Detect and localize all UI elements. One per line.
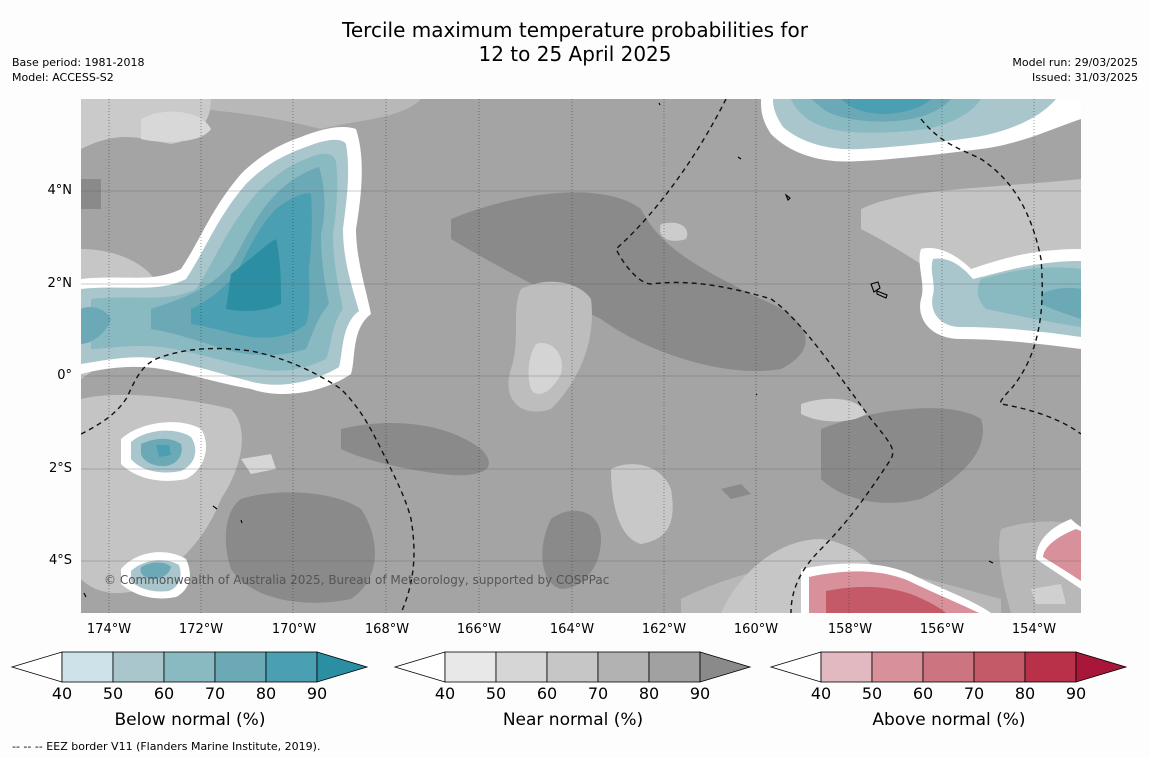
metadata-right: Model run: 29/03/2025 Issued: 31/03/2025 [1012, 55, 1138, 85]
colorbar-segment [444, 651, 497, 683]
colorbar-segment [597, 651, 650, 683]
model-text: Model: ACCESS-S2 [12, 71, 114, 84]
cb1-tick-70: 70 [587, 684, 609, 703]
colorbar-segment [1024, 651, 1077, 683]
lat-label-2n: 2°N [47, 276, 73, 291]
below-normal-regions [81, 99, 1081, 599]
lat-label-4n: 4°N [47, 183, 73, 198]
lon-label-158w: 158°W [827, 622, 873, 637]
colorbar-segment [214, 651, 267, 683]
colorbar-segment [112, 651, 165, 683]
gridlines [81, 190, 1081, 562]
colorbar-segment [61, 651, 114, 683]
title-line-1: Tercile maximum temperature probabilitie… [342, 18, 808, 42]
cb1-tick-40: 40 [434, 684, 456, 703]
colorbar-left-extension [10, 651, 63, 683]
colorbar-above-title: Above normal (%) [872, 710, 1026, 730]
colorbar-left-extension [769, 651, 822, 683]
cb0-tick-80: 80 [255, 684, 277, 703]
lon-label-170w: 170°W [271, 622, 317, 637]
colorbar-below-normal [10, 651, 369, 683]
lon-label-160w: 160°W [733, 622, 779, 637]
lon-label-172w: 172°W [178, 622, 224, 637]
lat-label-0: 0° [57, 368, 72, 383]
cb1-tick-50: 50 [485, 684, 507, 703]
lat-label-4s: 4°S [48, 553, 72, 568]
cb2-tick-80: 80 [1014, 684, 1036, 703]
above-normal-regions [801, 519, 1081, 613]
colorbar-near-normal [393, 651, 752, 683]
cb1-tick-90: 90 [689, 684, 711, 703]
colorbar-right-extension [699, 651, 752, 683]
colorbar-segment [163, 651, 216, 683]
cb2-tick-40: 40 [810, 684, 832, 703]
lon-label-166w: 166°W [456, 622, 502, 637]
cb2-tick-70: 70 [963, 684, 985, 703]
lon-label-156w: 156°W [919, 622, 965, 637]
cb2-tick-90: 90 [1065, 684, 1087, 703]
colorbar-segment [820, 651, 873, 683]
colorbar-segment [495, 651, 548, 683]
cb1-tick-80: 80 [638, 684, 660, 703]
cb0-tick-50: 50 [102, 684, 124, 703]
map-title: Tercile maximum temperature probabilitie… [0, 18, 1150, 66]
colorbar-segment [973, 651, 1026, 683]
copyright-text: © Commonwealth of Australia 2025, Bureau… [104, 573, 609, 587]
issued-text: Issued: 31/03/2025 [1031, 71, 1138, 84]
colorbar-right-extension [1075, 651, 1128, 683]
colorbar-above-normal [769, 651, 1128, 683]
lon-label-164w: 164°W [549, 622, 595, 637]
near-normal-high-patches [81, 179, 983, 603]
islands [83, 102, 994, 598]
colorbar-below-title: Below normal (%) [114, 710, 266, 730]
colorbar-near-title: Near normal (%) [502, 710, 644, 730]
cb0-tick-60: 60 [153, 684, 175, 703]
cb2-tick-50: 50 [861, 684, 883, 703]
colorbar-segment [546, 651, 599, 683]
cb0-tick-40: 40 [51, 684, 73, 703]
eez-borders [81, 99, 1081, 613]
colorbar-segment [648, 651, 701, 683]
colorbar-segment [871, 651, 924, 683]
lat-label-2s: 2°S [48, 461, 72, 476]
cb2-tick-60: 60 [912, 684, 934, 703]
base-period-text: Base period: 1981-2018 [12, 56, 145, 69]
lon-label-162w: 162°W [641, 622, 687, 637]
cb1-tick-60: 60 [536, 684, 558, 703]
colorbar-right-extension [316, 651, 369, 683]
cb0-tick-90: 90 [306, 684, 328, 703]
map-panel: © Commonwealth of Australia 2025, Bureau… [81, 99, 1081, 613]
lon-label-168w: 168°W [364, 622, 410, 637]
cb0-tick-70: 70 [204, 684, 226, 703]
title-line-2: 12 to 25 April 2025 [478, 42, 672, 66]
model-run-text: Model run: 29/03/2025 [1012, 56, 1138, 69]
lon-label-154w: 154°W [1011, 622, 1057, 637]
colorbar-segment [922, 651, 975, 683]
eez-footnote: -- -- -- EEZ border V11 (Flanders Marine… [12, 740, 321, 753]
metadata-left: Base period: 1981-2018 Model: ACCESS-S2 [12, 55, 144, 85]
lon-label-174w: 174°W [86, 622, 132, 637]
colorbar-segment [265, 651, 318, 683]
colorbar-left-extension [393, 651, 446, 683]
